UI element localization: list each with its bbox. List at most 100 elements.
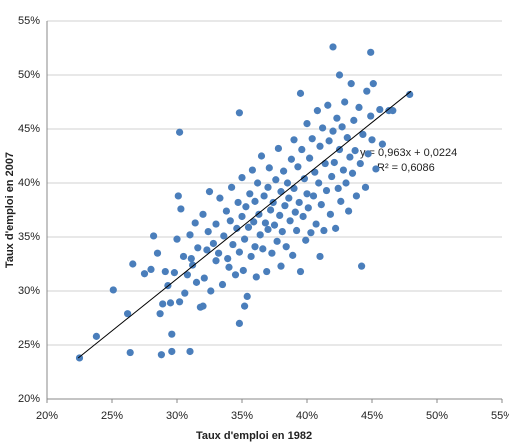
point: [248, 166, 256, 174]
point: [174, 192, 182, 200]
point: [343, 134, 351, 142]
point: [252, 273, 260, 281]
point: [235, 248, 243, 256]
point: [176, 128, 184, 136]
point: [177, 205, 185, 213]
point: [216, 194, 224, 202]
point: [215, 249, 223, 257]
point: [272, 176, 280, 184]
point: [295, 198, 303, 207]
point: [286, 217, 294, 225]
point: [282, 243, 290, 251]
point: [302, 236, 310, 244]
point: [368, 136, 376, 144]
point: [308, 135, 316, 143]
y-tick-label: 55%: [18, 15, 40, 27]
point: [192, 278, 201, 286]
point: [270, 221, 279, 229]
point: [205, 188, 214, 196]
point: [361, 183, 370, 191]
point: [332, 224, 340, 232]
y-tick-label: 45%: [18, 123, 40, 135]
point: [313, 107, 321, 115]
point: [285, 194, 293, 202]
point: [251, 243, 259, 251]
point: [311, 168, 319, 176]
point: [224, 255, 232, 263]
x-tick-label: 30%: [166, 410, 188, 422]
point: [244, 223, 253, 231]
point: [307, 229, 315, 237]
point: [322, 186, 331, 195]
point: [309, 192, 318, 200]
point: [191, 219, 199, 227]
point: [348, 169, 357, 177]
point: [189, 261, 197, 269]
point: [364, 150, 372, 158]
point: [303, 120, 311, 128]
point: [372, 165, 380, 173]
point: [222, 207, 230, 215]
point: [290, 136, 298, 144]
point: [267, 206, 275, 214]
point: [147, 265, 155, 273]
x-axis-title: Taux d'emploi en 1982: [196, 430, 312, 442]
point: [273, 237, 281, 245]
point: [186, 347, 194, 356]
point: [351, 147, 359, 155]
point: [228, 183, 236, 191]
y-tick-label: 20%: [18, 393, 40, 405]
point: [234, 198, 242, 207]
point: [241, 302, 249, 310]
point: [367, 112, 375, 120]
point: [168, 330, 176, 338]
point: [290, 184, 298, 192]
point: [246, 190, 254, 198]
point: [181, 289, 189, 297]
point: [166, 299, 175, 307]
point: [268, 249, 276, 257]
point: [156, 310, 164, 318]
point: [281, 202, 289, 210]
point: [333, 114, 341, 122]
point: [328, 172, 336, 181]
point: [347, 80, 355, 88]
x-tick-label: 35%: [231, 410, 253, 422]
point: [247, 252, 255, 261]
point: [168, 347, 176, 356]
y-tick-label: 35%: [18, 231, 40, 243]
point: [153, 249, 162, 257]
point: [335, 71, 344, 79]
point: [265, 164, 273, 172]
point: [243, 292, 251, 300]
point: [367, 48, 375, 56]
point: [299, 212, 307, 221]
point: [173, 235, 181, 243]
point: [296, 267, 305, 276]
point: [369, 80, 377, 88]
x-tick-label: 55%: [491, 410, 509, 422]
point: [212, 220, 220, 228]
point: [280, 167, 288, 175]
point: [300, 175, 308, 183]
point: [277, 188, 285, 196]
point: [194, 244, 202, 252]
y-tick-label: 25%: [18, 339, 40, 351]
point: [274, 144, 282, 153]
point: [296, 89, 305, 97]
y-tick-label: 30%: [18, 285, 40, 297]
point: [186, 231, 194, 239]
point: [264, 183, 272, 191]
point: [140, 270, 149, 278]
point: [358, 262, 366, 270]
point: [335, 145, 344, 154]
point: [200, 274, 208, 282]
point: [225, 263, 233, 271]
point: [320, 226, 328, 235]
point: [325, 137, 333, 145]
y-tick-label: 40%: [18, 177, 40, 189]
point: [321, 159, 329, 168]
point: [303, 190, 311, 198]
point: [378, 140, 386, 148]
point: [235, 109, 243, 117]
